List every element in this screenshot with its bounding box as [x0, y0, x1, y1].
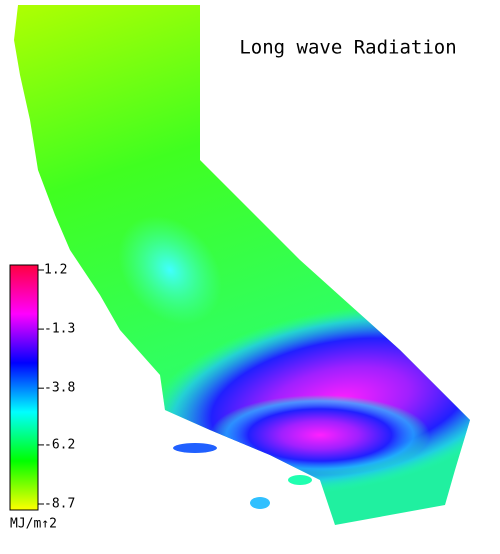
colorbar-tick-label: -3.8 [44, 381, 75, 396]
colorbar [9, 264, 39, 511]
island [288, 475, 312, 485]
colorbar-tick-label: -8.7 [44, 497, 75, 512]
island [250, 497, 270, 509]
island [173, 443, 217, 453]
colorbar-tick-label: 1.2 [44, 263, 67, 278]
colorbar-tick-label: -1.3 [44, 322, 75, 337]
map-title: Long wave Radiation [239, 37, 456, 59]
colorbar-unit: MJ/m↑2 [10, 517, 57, 532]
colorbar-tick-label: -6.2 [44, 437, 75, 452]
